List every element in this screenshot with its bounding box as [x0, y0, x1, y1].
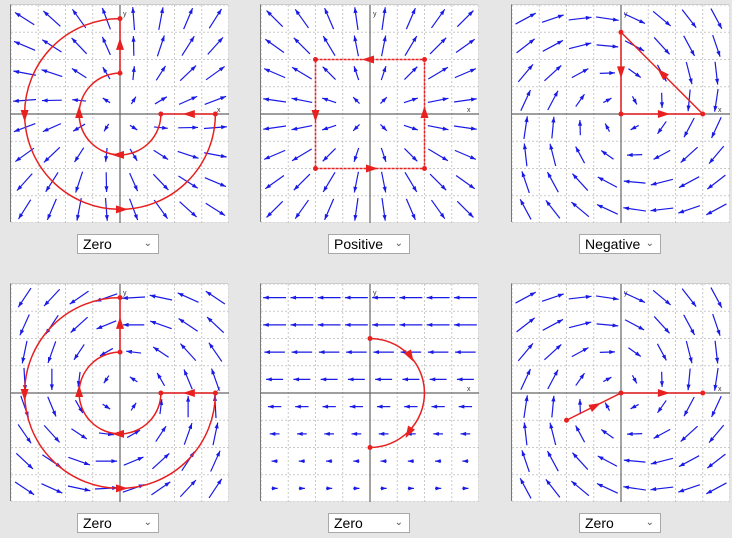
chevron-down-icon: ⌄	[394, 517, 403, 528]
dropdown-value: Zero	[585, 515, 614, 531]
panel-4: yx	[10, 283, 229, 502]
vector-field-plot: yx	[11, 284, 229, 502]
chevron-down-icon: ⌄	[394, 238, 403, 249]
dropdown-5[interactable]: Zero ⌄	[328, 513, 410, 533]
dropdown-4[interactable]: Zero ⌄	[77, 513, 159, 533]
svg-text:x: x	[718, 386, 722, 393]
dropdown-1[interactable]: Zero ⌄	[77, 234, 159, 254]
dropdown-2[interactable]: Positive ⌄	[328, 234, 410, 254]
svg-text:y: y	[373, 11, 377, 18]
svg-text:x: x	[467, 386, 471, 393]
chevron-down-icon: ⌄	[143, 238, 152, 249]
svg-text:x: x	[718, 107, 722, 114]
chevron-down-icon: ⌄	[143, 517, 152, 528]
vector-field-plot: yx	[261, 284, 479, 502]
dropdown-value: Positive	[334, 236, 384, 252]
panel-6: yx	[511, 283, 730, 502]
svg-text:y: y	[373, 290, 377, 297]
svg-text:y: y	[123, 290, 127, 297]
chevron-down-icon: ⌄	[645, 517, 654, 528]
vector-field-plot: yx	[261, 5, 479, 223]
chevron-down-icon: ⌄	[645, 238, 654, 249]
svg-text:x: x	[217, 107, 221, 114]
dropdown-value: Negative	[585, 236, 641, 252]
vector-field-plot: yx	[512, 5, 730, 223]
dropdown-6[interactable]: Zero ⌄	[579, 513, 661, 533]
vector-field-plot: yx	[11, 5, 229, 223]
dropdown-3[interactable]: Negative ⌄	[579, 234, 661, 254]
svg-text:y: y	[123, 11, 127, 18]
panel-3: yx	[511, 4, 730, 223]
dropdown-value: Zero	[334, 515, 363, 531]
dropdown-value: Zero	[83, 236, 112, 252]
vector-field-plot: yx	[512, 284, 730, 502]
svg-text:x: x	[467, 107, 471, 114]
dropdown-value: Zero	[83, 515, 112, 531]
